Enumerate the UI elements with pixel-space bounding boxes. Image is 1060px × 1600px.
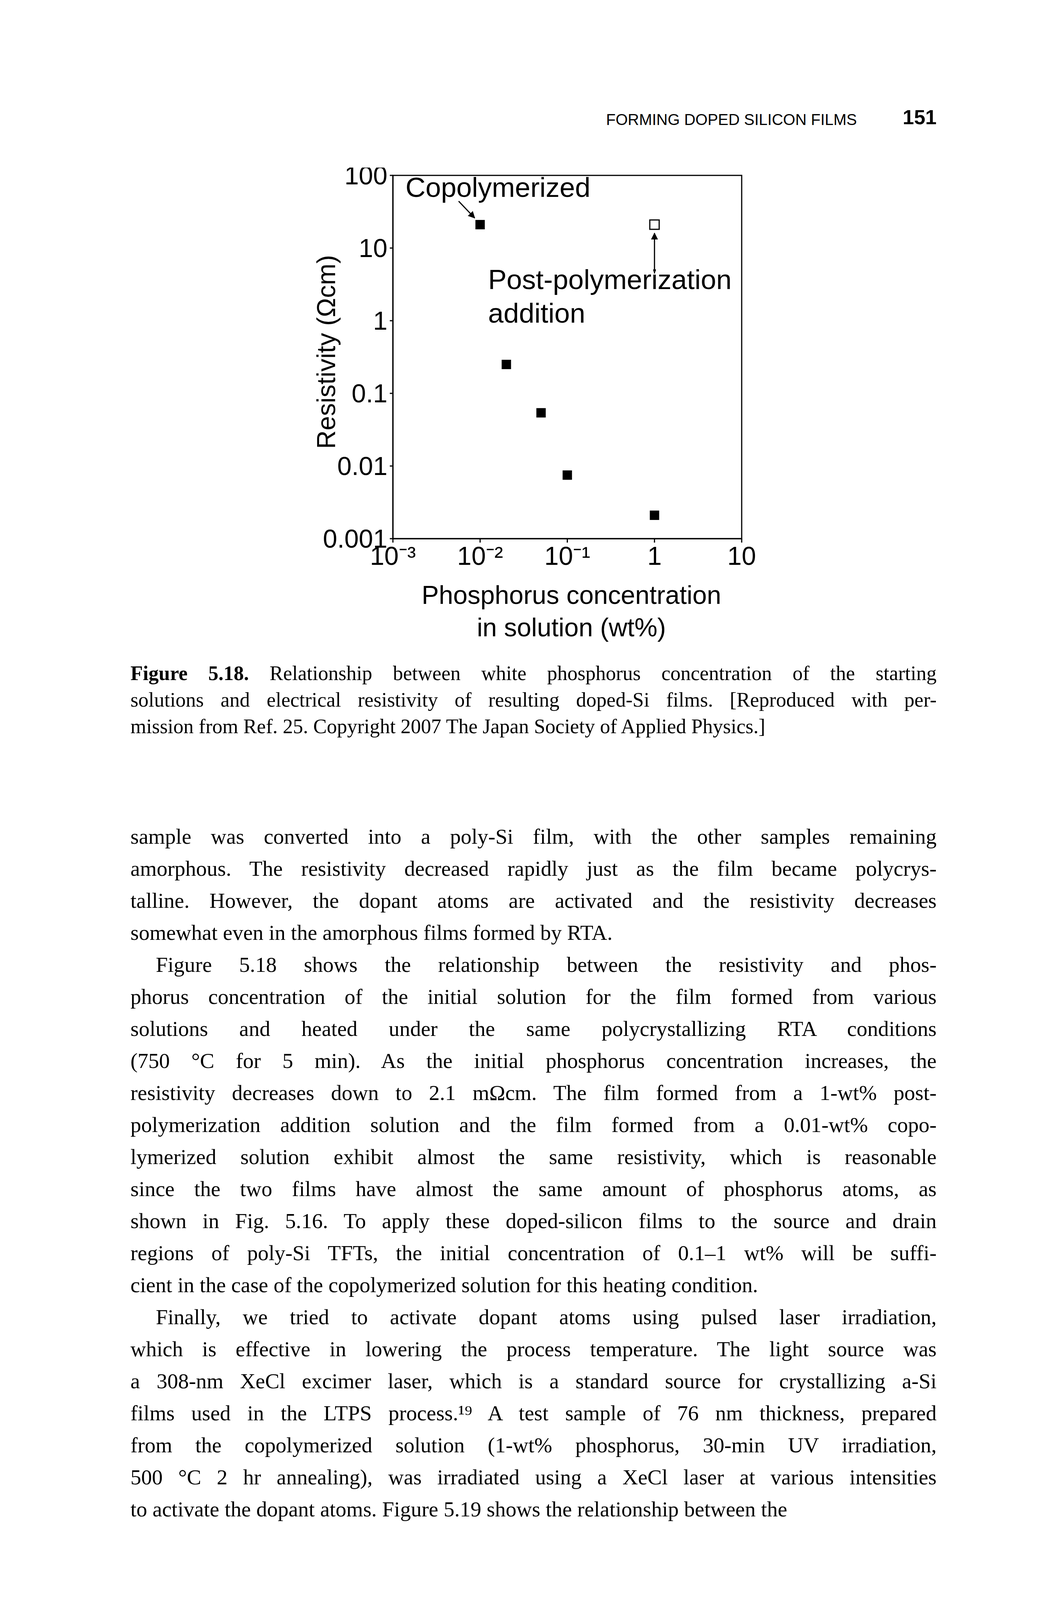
svg-text:Resistivity (Ωcm): Resistivity (Ωcm) bbox=[311, 255, 341, 450]
svg-text:0.1: 0.1 bbox=[351, 378, 388, 408]
svg-text:1: 1 bbox=[647, 541, 662, 571]
html-text:resistivity decreases down to: resistivity decreases down to 2.1 mΩcm. … bbox=[130, 1080, 937, 1105]
html-text:Figure 5.18 shows the relation: Figure 5.18 shows the relationship betwe… bbox=[155, 952, 937, 977]
svg-text:0.01: 0.01 bbox=[337, 451, 388, 481]
html-text:amorphous. The resistivity dec: amorphous. The resistivity decreased rap… bbox=[130, 856, 937, 881]
html-text:phorus concentration of the in: phorus concentration of the initial solu… bbox=[130, 984, 937, 1009]
svg-text:10: 10 bbox=[358, 233, 388, 263]
svg-text:10⁻²: 10⁻² bbox=[457, 541, 504, 571]
svg-text:1: 1 bbox=[372, 306, 388, 336]
svg-text:10⁻¹: 10⁻¹ bbox=[544, 541, 591, 571]
html-text:lymerized solution exhibit alm: lymerized solution exhibit almost the sa… bbox=[130, 1144, 937, 1169]
html-text:Figure 5.18.: Figure 5.18. bbox=[130, 662, 249, 685]
svg-text:addition: addition bbox=[488, 297, 586, 329]
html-text:a 308-nm XeCl excimer laser, w: a 308-nm XeCl excimer laser, which is a … bbox=[130, 1368, 937, 1393]
html-text:sample was converted into a po: sample was converted into a poly-Si film… bbox=[130, 824, 937, 849]
html-text:cient in the case of the copol: cient in the case of the copolymerized s… bbox=[130, 1272, 759, 1297]
html-text:500 °C 2 hr annealing), was ir: 500 °C 2 hr annealing), was irradiated u… bbox=[130, 1465, 937, 1489]
html-text:solutions and heated under the: solutions and heated under the same poly… bbox=[130, 1016, 937, 1041]
html-text:FORMING DOPED SILICON FILMS: FORMING DOPED SILICON FILMS bbox=[606, 110, 857, 129]
html-text:(750 °C for 5 min). As the ini: (750 °C for 5 min). As the initial phosp… bbox=[130, 1048, 937, 1073]
html-text:somewhat even in the amorphous: somewhat even in the amorphous films for… bbox=[130, 920, 613, 945]
svg-text:10: 10 bbox=[727, 541, 756, 571]
svg-text:Phosphorus concentration: Phosphorus concentration bbox=[421, 580, 722, 610]
html-text:Relationship between white pho: Relationship between white phosphorus co… bbox=[269, 662, 937, 685]
html-text:Finally, we tried to activate: Finally, we tried to activate dopant ato… bbox=[155, 1304, 937, 1329]
svg-text:Post-polymerization: Post-polymerization bbox=[488, 264, 732, 295]
svg-text:Copolymerized: Copolymerized bbox=[405, 171, 591, 203]
html-text:solutions and electrical resis: solutions and electrical resistivity of … bbox=[130, 688, 937, 711]
svg-text:10⁻³: 10⁻³ bbox=[369, 541, 416, 571]
html-text:regions of poly-Si TFTs, the i: regions of poly-Si TFTs, the initial con… bbox=[130, 1240, 937, 1265]
svg-text:in solution (wt%): in solution (wt%) bbox=[476, 612, 666, 642]
html-text:polymerization addition soluti: polymerization addition solution and the… bbox=[130, 1112, 937, 1137]
html-text:which is effective in lowering: which is effective in lowering the proce… bbox=[130, 1336, 937, 1361]
html-text:from the copolymerized solutio: from the copolymerized solution (1-wt% p… bbox=[130, 1432, 937, 1457]
svg-text:100: 100 bbox=[344, 167, 388, 190]
html-text:to activate the dopant atoms.: to activate the dopant atoms. Figure 5.1… bbox=[130, 1497, 788, 1521]
html-text:films used in the LTPS process: films used in the LTPS process.¹⁹ A test… bbox=[130, 1400, 937, 1425]
html-text:talline. However, the dopant a: talline. However, the dopant atoms are a… bbox=[130, 888, 937, 913]
html-text:151: 151 bbox=[902, 105, 937, 129]
html-text:since the two films have almos: since the two films have almost the same… bbox=[130, 1176, 937, 1201]
html-text:mission from Ref. 25. Copyrigh: mission from Ref. 25. Copyright 2007 The… bbox=[130, 715, 766, 738]
html-text:shown in Fig. 5.16. To apply t: shown in Fig. 5.16. To apply these doped… bbox=[130, 1208, 937, 1233]
svg-text:0.001: 0.001 bbox=[322, 524, 388, 554]
